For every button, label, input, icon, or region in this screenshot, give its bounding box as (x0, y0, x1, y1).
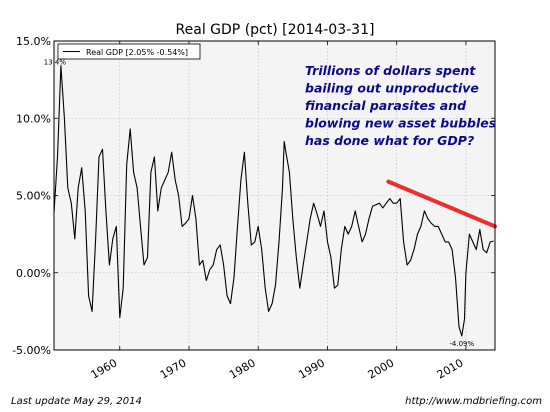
legend-entry: Real GDP [2.05% -0.54%] (86, 48, 188, 57)
x-tick-label: 1970 (158, 356, 189, 381)
trough-annotation: -4.09% (449, 340, 474, 348)
y-tick-labels: 15.0% 10.0% 5.00% 0.00% -5.00% (12, 35, 51, 357)
annotations: 13.4% -4.09% Trillions of dollars spent bai… (44, 59, 496, 348)
y-tick-label: -5.00% (12, 344, 51, 357)
x-tick-label: 1960 (89, 356, 120, 381)
legend-box (57, 43, 201, 60)
y-tick-label: 5.00% (16, 190, 51, 203)
x-tick-label: 1990 (296, 356, 327, 381)
peak-annotation: 13.4% (44, 59, 67, 67)
x-tick-labels: 1960 1970 1980 1990 2000 2010 (89, 356, 466, 381)
commentary-line: blowing new asset bubbles (305, 116, 496, 131)
commentary-line: bailing out unproductive (305, 81, 479, 96)
y-tick-label: 15.0% (16, 35, 51, 48)
last-update-note: Last update May 29, 2014 (11, 396, 142, 407)
plot-area-border (53, 40, 496, 351)
x-tick-label: 2000 (366, 356, 397, 381)
y-tick-label: 0.00% (16, 267, 51, 280)
x-tick-label: 2010 (435, 356, 466, 381)
commentary-line: Trillions of dollars spent (305, 63, 476, 78)
commentary-line: financial parasites and (305, 98, 467, 113)
trend-layer (386, 179, 497, 229)
chart-title: Real GDP (pct) [2014-03-31] (176, 22, 375, 38)
series-line-real-gdp (53, 65, 494, 337)
commentary-line: has done what for GDP? (305, 133, 474, 148)
series-layer (53, 65, 494, 337)
source-url: http://www.mdbriefing.com (405, 396, 542, 407)
legend: Real GDP [2.05% -0.54%] (57, 43, 201, 60)
red-trend-line (386, 179, 497, 229)
x-tick-label: 1980 (227, 356, 258, 381)
y-tick-label: 10.0% (16, 112, 51, 125)
